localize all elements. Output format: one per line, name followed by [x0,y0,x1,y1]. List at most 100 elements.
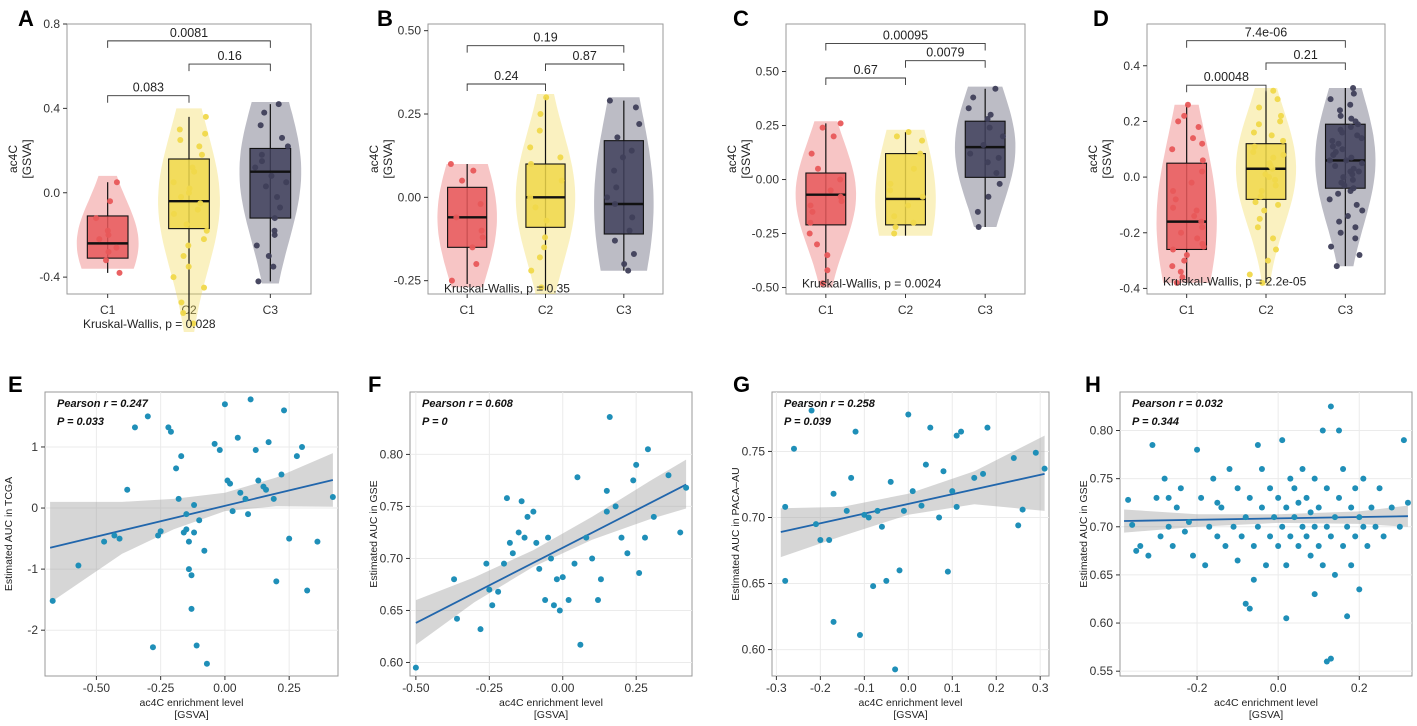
data-point [1206,523,1213,530]
data-point [905,202,912,209]
x-axis-label-line: ac4C enrichment level [859,697,963,709]
data-point [1336,107,1343,114]
data-point [1323,523,1330,530]
data-point [1295,499,1302,506]
panel-C: C -0.50 -0.25 0.00 0.25 0.50 ac4C[GSVA] C1 C2 C3 0… [725,6,1026,317]
data-point [107,198,114,205]
data-point [1264,257,1271,264]
x-axis-label: ac4C enrichment level [GSVA] [499,697,603,721]
data-point [996,180,1003,187]
data-point [193,642,200,649]
data-point [971,474,978,481]
data-point [451,576,458,583]
data-point [919,137,926,144]
data-point [958,428,965,435]
data-point [242,495,249,502]
data-point [953,432,960,439]
data-point [530,508,537,515]
data-point [611,167,618,174]
pearson-r-label: Pearson r = 0.608 [422,398,514,410]
data-point [479,234,486,241]
data-point [1400,437,1407,444]
data-point [830,490,837,497]
data-point [1323,658,1330,665]
data-point [1270,154,1277,161]
data-point [528,267,535,274]
data-point [985,193,992,200]
y-tick-label: -0.4 [1119,281,1140,295]
data-point [1257,193,1264,200]
data-point [980,470,987,477]
data-point [1307,552,1314,559]
data-point [995,154,1002,161]
data-point [1200,243,1207,250]
data-point [1340,543,1347,550]
data-point [1360,475,1367,482]
data-point [203,660,210,667]
data-point [1199,168,1206,175]
data-point [1368,504,1375,511]
y-axis-label-line: ac4C [6,145,20,173]
y-axis-label: Estimated AUC in GSE [1078,480,1090,587]
data-point [144,413,151,420]
comparison-bracket [545,63,625,71]
data-point [824,267,831,274]
data-point [1331,514,1338,521]
data-point [874,507,881,514]
data-point [1307,509,1314,516]
comparison-p-value: 0.00095 [883,28,928,42]
data-point [1328,243,1335,250]
data-point [814,165,821,172]
comparison-bracket [1186,84,1267,93]
kruskal-wallis-label: Kruskal-Wallis, p = 0.028 [83,317,216,331]
comparison-p-value: 0.19 [533,31,557,45]
data-point [270,495,277,502]
data-point [278,471,285,478]
data-point [1250,543,1257,550]
y-tick-label: 0.60 [742,643,766,657]
data-point [1259,279,1266,286]
data-point [1329,143,1336,150]
data-point [185,538,192,545]
data-point [189,164,196,171]
panel-label: F [368,372,381,397]
data-point [577,641,584,648]
data-point [255,278,262,285]
data-point [1287,533,1294,540]
data-point [1311,523,1318,530]
regression-line [780,473,1045,533]
data-point [887,180,894,187]
data-point [1149,441,1156,448]
data-point [1254,441,1261,448]
data-point [650,513,657,520]
data-point [103,257,110,264]
confidence-band [50,453,333,603]
data-point [542,234,549,241]
data-point [329,494,336,501]
data-point [247,396,254,403]
data-point [190,320,197,327]
data-point [101,538,108,545]
data-point [1274,96,1281,103]
data-point [178,299,185,306]
data-point [271,215,278,222]
data-point [202,130,209,137]
data-point [589,555,596,562]
data-point [604,194,611,201]
data-point [565,597,572,604]
data-point [1330,151,1337,158]
data-point [1234,557,1241,564]
data-point [537,111,544,117]
y-tick-label: 0.0 [1123,170,1140,184]
data-point [1222,543,1229,550]
y-axis-label-line: ac4C [367,145,381,173]
data-point [629,214,636,221]
data-point [887,187,894,194]
data-point [1359,207,1366,214]
comparison-bracket [466,45,625,53]
panel-label: B [377,6,393,31]
x-tick-label: -0.50 [83,681,111,695]
data-point [1354,132,1361,139]
data-point [838,198,845,205]
y-axis-label: Estimated AUC in GSE [368,480,380,587]
